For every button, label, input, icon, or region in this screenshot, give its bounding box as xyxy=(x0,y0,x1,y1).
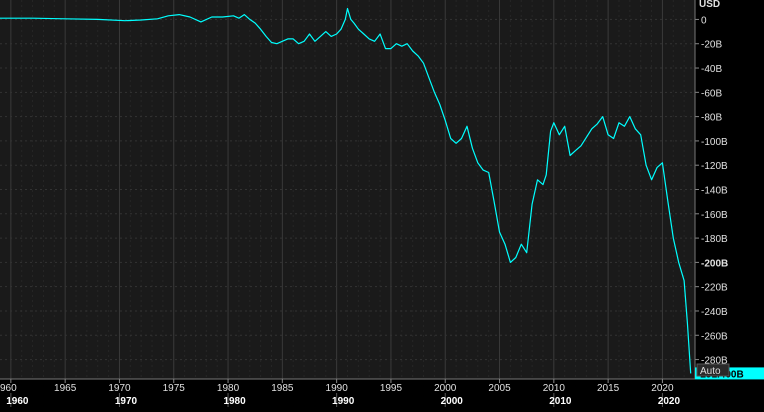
y-tick-label: -280B xyxy=(701,356,728,367)
y-tick-label: -80B xyxy=(701,113,722,124)
x-tick-label: 1990 xyxy=(326,383,349,394)
x-tick-label: 1970 xyxy=(108,383,131,394)
grid xyxy=(0,0,695,379)
series-line xyxy=(0,7,692,374)
x-tick-label: 1995 xyxy=(380,383,403,394)
bottom-axis-panel xyxy=(0,379,764,407)
y-tick-label: -120B xyxy=(701,161,728,172)
x-major-tick-label: 1970 xyxy=(115,396,138,407)
y-tick-label: -100B xyxy=(701,137,728,148)
x-major-tick-label: 1990 xyxy=(332,396,355,407)
y-tick-label: -40B xyxy=(701,64,722,75)
right-axis-panel xyxy=(695,0,764,379)
x-tick-label: 1980 xyxy=(217,383,240,394)
y-tick-label: -240B xyxy=(701,307,728,318)
x-major-tick-label: 1960 xyxy=(6,396,29,407)
x-tick-label: 2020 xyxy=(651,383,674,394)
x-axis: 960 1965 1970 1975 1980 1985 1990 1995 2000 2005 2… xyxy=(0,378,695,407)
last-value-badge: -291.400B Auto xyxy=(695,363,764,380)
x-major-tick-label: 2010 xyxy=(549,396,572,407)
x-tick-label: 1975 xyxy=(163,383,186,394)
x-tick-label: 2000 xyxy=(434,383,457,394)
y-axis: USD 0 -20B -40B -60B -80B -100B -120B -140B -160… xyxy=(694,0,728,379)
x-major-tick-label: 2020 xyxy=(658,396,681,407)
x-tick-label: 2010 xyxy=(543,383,566,394)
x-major-tick-label: 1980 xyxy=(223,396,246,407)
x-tick-label: 1965 xyxy=(54,383,77,394)
x-major-tick-label: 2000 xyxy=(441,396,464,407)
y-tick-label: 0 xyxy=(701,15,707,26)
y-tick-label: -200B xyxy=(701,258,728,269)
y-tick-label: -60B xyxy=(701,88,722,99)
scale-button-bg[interactable] xyxy=(696,363,730,377)
y-tick-label: -260B xyxy=(701,331,728,342)
x-tick-label: 960 xyxy=(0,383,17,394)
scale-button[interactable]: Auto xyxy=(700,366,721,377)
y-tick-label: -20B xyxy=(701,40,722,51)
y-tick-label: -140B xyxy=(701,186,728,197)
y-tick-label: -180B xyxy=(701,234,728,245)
series-layer xyxy=(0,7,692,374)
x-tick-label: 2015 xyxy=(597,383,620,394)
x-tick-label: 2005 xyxy=(488,383,511,394)
y-tick-label: -220B xyxy=(701,283,728,294)
y-unit-label: USD xyxy=(699,0,720,10)
x-tick-label: 1985 xyxy=(271,383,294,394)
y-tick-label: -160B xyxy=(701,210,728,221)
